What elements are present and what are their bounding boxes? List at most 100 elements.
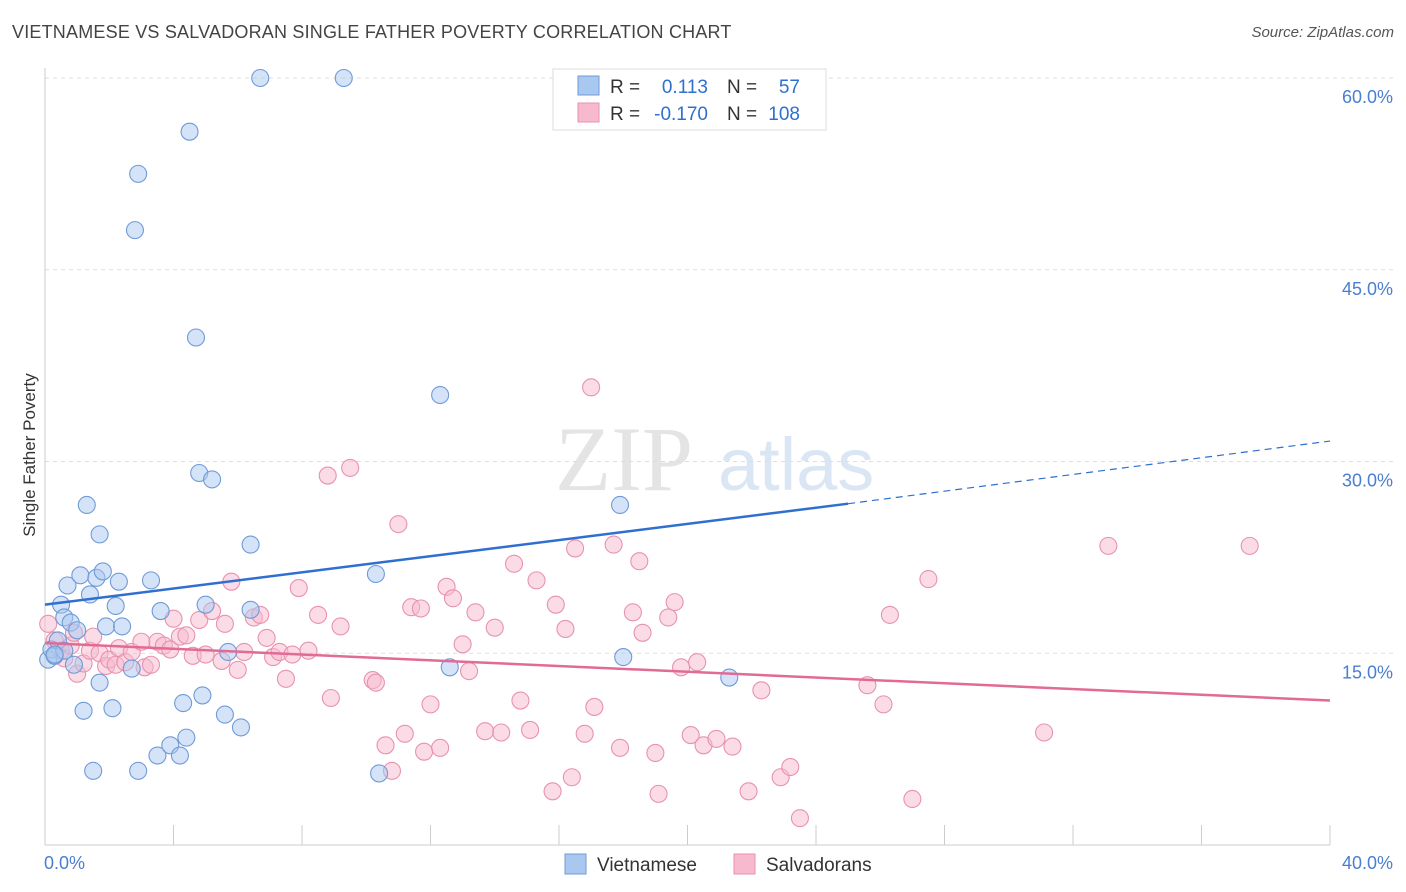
salvadoran-point	[556, 619, 575, 639]
vietnamese-point	[64, 655, 83, 674]
bottom-legend-label-vietnamese: Vietnamese	[597, 855, 697, 876]
salvadoran-point	[688, 653, 707, 672]
vietnamese-point	[84, 761, 103, 780]
salvadoran-point	[309, 605, 328, 624]
vietnamese-point	[106, 596, 125, 616]
axes: 15.0% 30.0% 45.0% 60.0% 0.0% 40.0%	[44, 68, 1393, 873]
salvadoran-point	[421, 695, 440, 714]
salvadoran-point	[566, 539, 585, 558]
salvadoran-point	[623, 603, 642, 622]
bottom-legend-label-salvadoran: Salvadorans	[766, 855, 872, 876]
vietnamese-point	[334, 68, 353, 88]
vietnamese-point	[45, 645, 64, 664]
salvadoran-point	[781, 757, 800, 777]
salvadoran-point	[443, 589, 463, 608]
legend-n-label-vietnamese: N =	[727, 77, 757, 98]
salvadoran-point	[228, 660, 247, 679]
salvadoran-point	[610, 738, 630, 757]
y-tick-label: 45.0%	[1342, 279, 1393, 299]
salvadoran-point	[466, 603, 485, 622]
vietnamese-point	[93, 562, 112, 581]
vietnamese-point	[125, 221, 144, 240]
salvadoran-point	[276, 669, 295, 688]
salvadoran-point	[585, 697, 604, 716]
salvadoran-point	[141, 655, 161, 674]
legend-r-label-salvadoran: R =	[610, 104, 640, 125]
vietnamese-point	[180, 122, 199, 141]
vietnamese-point	[141, 571, 161, 590]
vietnamese-point	[58, 576, 77, 595]
grid	[45, 77, 1393, 654]
vietnamese-point	[231, 718, 251, 737]
vietnamese-point	[129, 164, 148, 183]
vietnamese-point	[215, 705, 234, 724]
salvadoran-point	[511, 691, 530, 710]
legend-swatch-salvadoran	[577, 102, 600, 123]
legend-n-value-salvadoran: 108	[768, 104, 800, 125]
salvadoran-point	[527, 571, 546, 590]
salvadoran-point	[196, 645, 215, 664]
vietnamese-point	[193, 686, 212, 705]
salvadoran-point	[790, 809, 809, 828]
salvadoran-point	[395, 724, 414, 743]
salvadoran-point	[318, 466, 337, 485]
legend-r-value-salvadoran: -0.170	[654, 104, 708, 125]
legend-n-value-vietnamese: 57	[779, 77, 800, 98]
y-tick-label: 60.0%	[1342, 87, 1393, 107]
vietnamese-point	[370, 764, 389, 783]
vietnamese-point	[170, 746, 189, 765]
vietnamese-point	[151, 602, 170, 621]
salvadoran-point	[649, 784, 668, 803]
salvadoran-point	[504, 554, 524, 573]
bottom-legend: Vietnamese Salvadorans	[564, 853, 872, 876]
salvadoran-point	[289, 579, 308, 598]
vietnamese-point	[366, 564, 385, 584]
salvadoran-point	[321, 688, 340, 708]
vietnamese-trend-line	[44, 502, 849, 606]
salvadoran-point	[39, 614, 58, 633]
salvadoran-point	[562, 768, 581, 787]
vietnamese-point	[148, 746, 167, 765]
trend-lines	[44, 440, 1331, 702]
watermark-atlas: atlas	[718, 423, 874, 506]
vietnamese-points	[39, 68, 739, 783]
vietnamese-point	[174, 694, 193, 713]
legend: R = 0.113 N = 57 R = -0.170 N = 108	[552, 68, 827, 131]
vietnamese-point	[129, 761, 148, 780]
salvadoran-point	[415, 742, 434, 761]
salvadoran-point	[431, 738, 450, 757]
salvadoran-point	[299, 641, 318, 660]
salvadoran-point	[521, 720, 540, 740]
x-tick-label-max: 40.0%	[1342, 853, 1393, 873]
vietnamese-point	[109, 572, 128, 591]
x-tick-label-min: 0.0%	[44, 853, 85, 873]
salvadoran-point	[190, 610, 209, 630]
chart-title: VIETNAMESE VS SALVADORAN SINGLE FATHER P…	[12, 22, 732, 42]
salvadoran-point	[880, 605, 899, 624]
vietnamese-point	[251, 68, 270, 88]
vietnamese-point	[186, 328, 206, 347]
legend-swatch-vietnamese	[577, 75, 600, 96]
legend-r-value-vietnamese: 0.113	[662, 77, 708, 98]
salvadoran-point	[919, 570, 938, 589]
salvadoran-point	[331, 617, 350, 636]
vietnamese-point	[96, 617, 116, 636]
vietnamese-point	[431, 385, 450, 405]
vietnamese-point	[241, 600, 260, 619]
salvadoran-point	[874, 695, 893, 714]
salvadoran-trend-line	[44, 641, 1331, 702]
salvadoran-point	[376, 736, 395, 755]
bottom-legend-swatch-salvadoran	[733, 853, 756, 875]
salvadoran-point	[604, 535, 623, 554]
vietnamese-point	[196, 595, 215, 614]
vietnamese-point	[71, 566, 90, 585]
salvadoran-point	[177, 626, 196, 645]
salvadoran-point	[752, 681, 771, 700]
bottom-legend-swatch-vietnamese	[564, 853, 587, 875]
salvadoran-point	[707, 729, 726, 748]
legend-n-label-salvadoran: N =	[727, 104, 757, 125]
vietnamese-point	[103, 699, 122, 718]
salvadoran-point	[582, 378, 601, 397]
salvadoran-point	[546, 595, 565, 614]
vietnamese-point	[177, 728, 196, 747]
